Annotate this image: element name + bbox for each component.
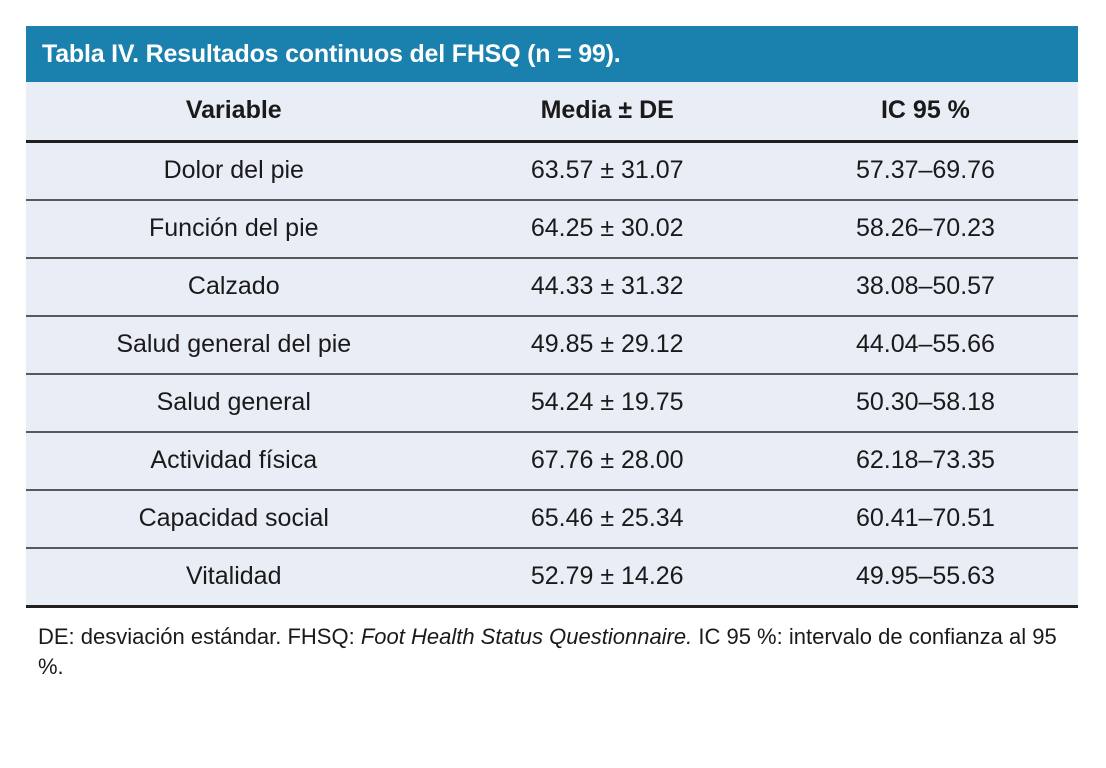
table-footnote: DE: desviación estándar. FHSQ: Foot Heal…: [26, 622, 1078, 683]
table-body: Dolor del pie 63.57 ± 31.07 57.37–69.76 …: [26, 141, 1078, 608]
cell-ci95: 49.95–55.63: [772, 548, 1078, 608]
cell-ci95: 50.30–58.18: [772, 374, 1078, 433]
table-title-bar: Tabla IV. Resultados continuos del FHSQ …: [26, 26, 1078, 82]
cell-mean-sd: 65.46 ± 25.34: [441, 490, 773, 549]
cell-ci95: 38.08–50.57: [772, 258, 1078, 317]
cell-variable: Salud general: [26, 374, 442, 433]
table-row: Calzado 44.33 ± 31.32 38.08–50.57: [26, 258, 1078, 317]
table-row: Dolor del pie 63.57 ± 31.07 57.37–69.76: [26, 141, 1078, 201]
table-row: Actividad física 67.76 ± 28.00 62.18–73.…: [26, 432, 1078, 491]
table-row: Salud general del pie 49.85 ± 29.12 44.0…: [26, 316, 1078, 375]
cell-mean-sd: 54.24 ± 19.75: [441, 374, 773, 433]
table-row: Vitalidad 52.79 ± 14.26 49.95–55.63: [26, 548, 1078, 608]
table-row: Función del pie 64.25 ± 30.02 58.26–70.2…: [26, 200, 1078, 259]
footnote-part-1: DE: desviación estándar. FHSQ:: [38, 624, 361, 649]
table-row: Capacidad social 65.46 ± 25.34 60.41–70.…: [26, 490, 1078, 549]
cell-ci95: 62.18–73.35: [772, 432, 1078, 491]
cell-variable: Capacidad social: [26, 490, 442, 549]
cell-ci95: 44.04–55.66: [772, 316, 1078, 375]
cell-ci95: 57.37–69.76: [772, 141, 1078, 201]
table-row: Salud general 54.24 ± 19.75 50.30–58.18: [26, 374, 1078, 433]
table-header-row: Variable Media ± DE IC 95 %: [26, 82, 1078, 143]
table-title: Tabla IV. Resultados continuos del FHSQ …: [42, 39, 621, 68]
footnote-italic-term: Foot Health Status Questionnaire.: [360, 624, 693, 649]
cell-ci95: 58.26–70.23: [772, 200, 1078, 259]
cell-variable: Calzado: [26, 258, 442, 317]
cell-variable: Función del pie: [26, 200, 442, 259]
cell-mean-sd: 44.33 ± 31.32: [441, 258, 773, 317]
cell-variable: Salud general del pie: [26, 316, 442, 375]
cell-mean-sd: 52.79 ± 14.26: [441, 548, 773, 608]
cell-mean-sd: 49.85 ± 29.12: [441, 316, 773, 375]
cell-ci95: 60.41–70.51: [772, 490, 1078, 549]
table-figure: Tabla IV. Resultados continuos del FHSQ …: [26, 26, 1078, 683]
column-header-ci95: IC 95 %: [772, 82, 1078, 143]
footnote-part-2: IC 95 %: intervalo de confianza al 95 %.: [38, 624, 1057, 680]
cell-variable: Vitalidad: [26, 548, 442, 608]
cell-mean-sd: 64.25 ± 30.02: [441, 200, 773, 259]
table-header: Variable Media ± DE IC 95 %: [26, 82, 1078, 143]
column-header-mean-sd: Media ± DE: [441, 82, 773, 143]
column-header-variable: Variable: [26, 82, 442, 143]
cell-mean-sd: 63.57 ± 31.07: [441, 141, 773, 201]
cell-variable: Dolor del pie: [26, 141, 442, 201]
results-table: Variable Media ± DE IC 95 % Dolor del pi…: [26, 82, 1078, 608]
cell-variable: Actividad física: [26, 432, 442, 491]
cell-mean-sd: 67.76 ± 28.00: [441, 432, 773, 491]
